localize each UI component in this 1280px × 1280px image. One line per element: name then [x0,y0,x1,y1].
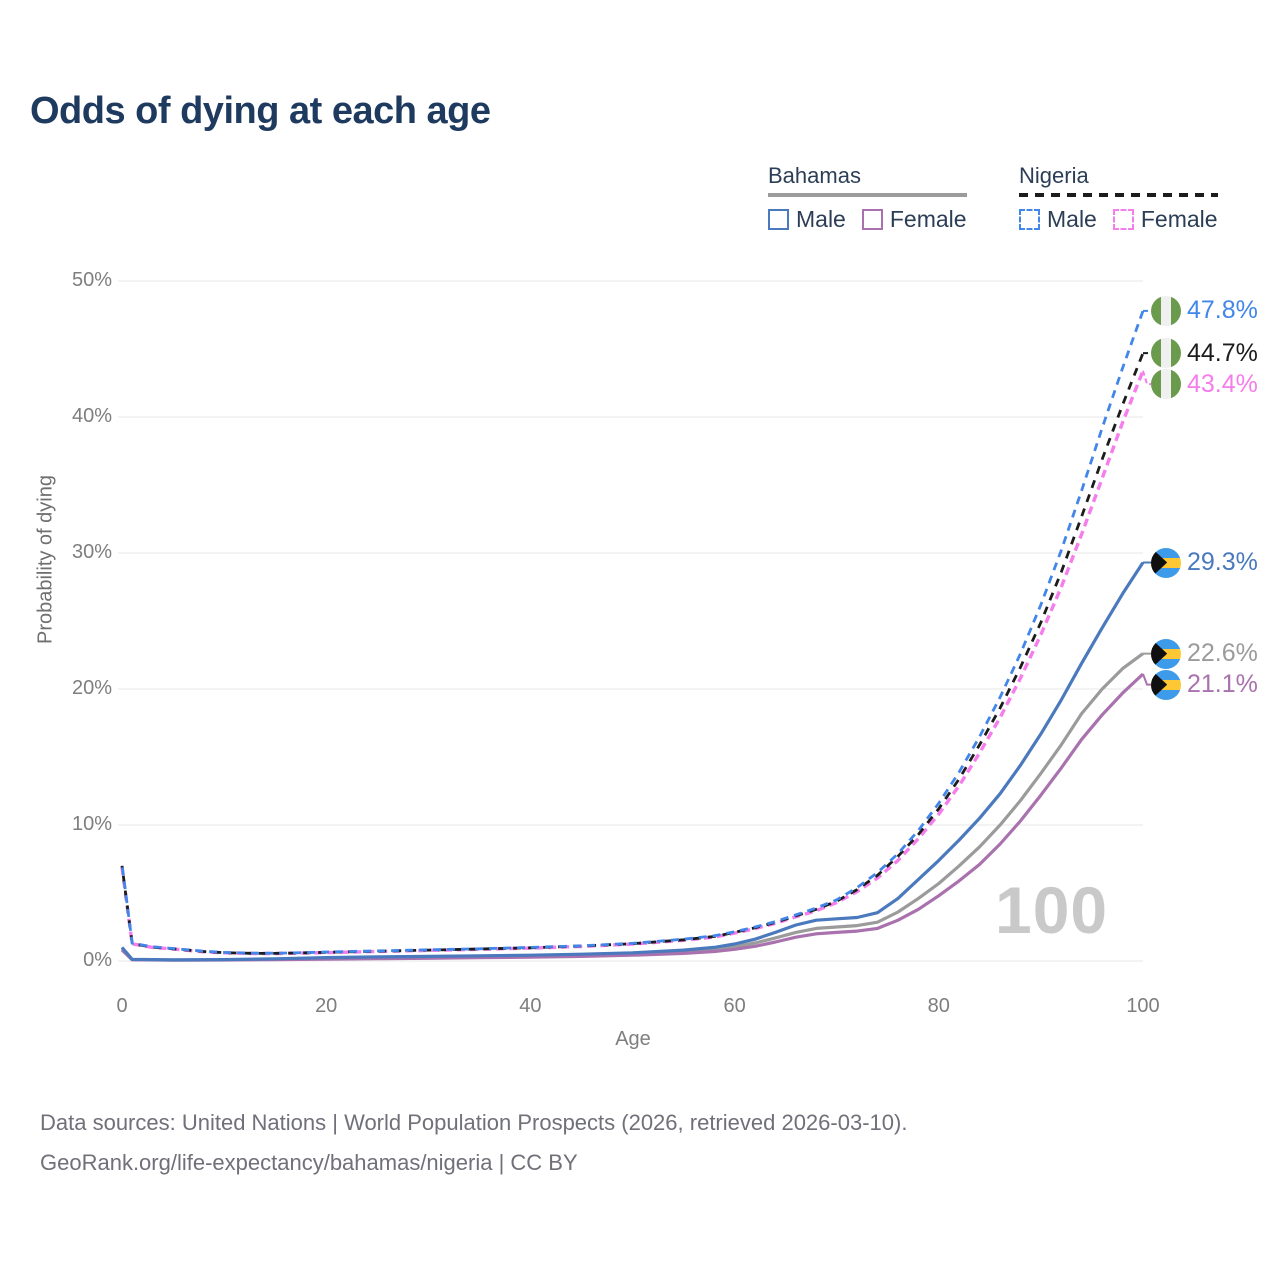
page-title: Odds of dying at each age [30,90,491,132]
bahamas-flag-icon [1151,669,1181,700]
y-tick-label: 20% [71,677,112,699]
end-label-connector [1142,673,1151,686]
series-line-nigeria[interactable] [120,352,1145,955]
bahamas-flag-icon [1151,638,1181,669]
series-end-value: 43.4% [1187,369,1258,398]
end-label-nigeria-male[interactable]: 47.8% [1151,295,1258,326]
series-line-nigeria-female[interactable] [120,370,1145,956]
x-tick-label: 60 [723,995,746,1017]
footer-sources: Data sources: United Nations | World Pop… [40,1110,908,1135]
footer: Data sources: United Nations | World Pop… [40,1103,907,1183]
series-end-value: 44.7% [1187,338,1258,367]
legend-group-bahamas: Bahamas Male Female [768,163,967,233]
end-label-connector [1142,370,1151,386]
legend-item-nigeria-female[interactable]: Female [1112,206,1218,233]
x-tick-label: 40 [519,995,542,1017]
y-tick-label: 30% [71,541,112,563]
series-end-value: 22.6% [1187,639,1258,668]
nigeria-female-swatch-icon [1112,209,1134,230]
series-line-bahamas-female[interactable] [120,672,1145,962]
series-line-bahamas-male[interactable] [120,561,1145,962]
end-label-nigeria[interactable]: 44.7% [1151,338,1258,369]
nigeria-male-swatch-icon [1019,209,1040,230]
footer-attribution: GeoRank.org/life-expectancy/bahamas/nige… [40,1150,578,1175]
nigeria-flag-icon [1151,369,1181,400]
legend-item-bahamas-male[interactable]: Male [768,206,846,233]
bahamas-flag-icon [1151,547,1181,578]
age-watermark: 100 [995,873,1109,947]
nigeria-flag-icon [1151,338,1181,369]
series-line-nigeria-male[interactable] [120,310,1145,955]
bahamas-line-style-swatch [768,193,967,197]
y-tick-label: 50% [71,269,112,291]
end-label-nigeria-female[interactable]: 43.4% [1151,369,1258,400]
nigeria-line-style-swatch [1019,193,1218,197]
series-end-value: 21.1% [1187,670,1258,699]
x-tick-label: 20 [315,995,338,1017]
end-label-bahamas[interactable]: 22.6% [1151,638,1258,669]
x-tick-label: 100 [1126,995,1160,1017]
y-tick-label: 0% [83,949,112,971]
legend-item-nigeria-male[interactable]: Male [1019,206,1097,233]
series-end-value: 47.8% [1187,296,1258,325]
end-label-bahamas-female[interactable]: 21.1% [1151,669,1258,700]
x-tick-label: 80 [927,995,950,1017]
end-label-bahamas-male[interactable]: 29.3% [1151,547,1258,578]
y-tick-label: 10% [71,813,112,835]
legend-country-bahamas[interactable]: Bahamas [768,163,861,188]
x-axis-title: Age [615,1028,651,1050]
x-tick-label: 0 [116,995,128,1017]
legend-country-nigeria[interactable]: Nigeria [1019,163,1089,188]
nigeria-flag-icon [1151,295,1181,326]
bahamas-male-swatch-icon [768,209,789,230]
y-tick-label: 40% [71,405,112,427]
series-end-value: 29.3% [1187,548,1258,577]
bahamas-female-swatch-icon [861,209,883,230]
legend-item-bahamas-female[interactable]: Female [861,206,967,233]
legend-group-nigeria: Nigeria Male Female [1019,163,1218,233]
